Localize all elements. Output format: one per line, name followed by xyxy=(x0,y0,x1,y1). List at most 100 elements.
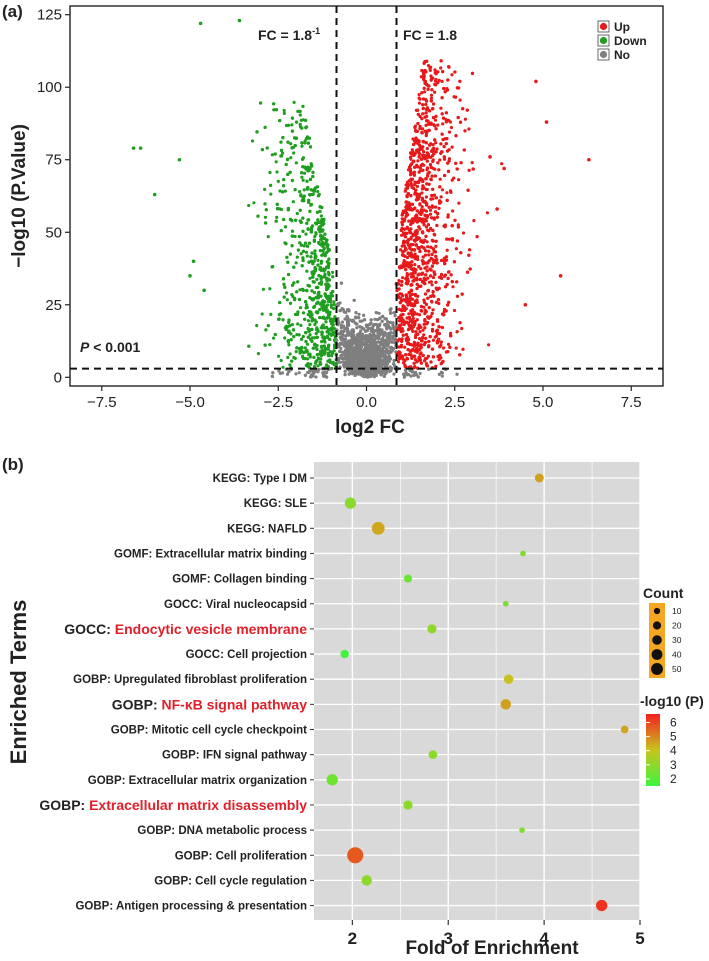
volcano-point xyxy=(432,102,436,106)
volcano-point xyxy=(422,246,426,250)
volcano-point xyxy=(437,168,441,172)
volcano-point xyxy=(327,248,331,252)
volcano-point xyxy=(402,361,406,365)
volcano-point xyxy=(309,362,313,366)
volcano-point xyxy=(389,311,393,315)
volcano-point xyxy=(314,232,318,236)
volcano-point xyxy=(432,249,436,254)
volcano-point xyxy=(387,341,391,345)
volcano-point xyxy=(283,285,287,289)
volcano-point xyxy=(416,375,420,379)
volcano-point xyxy=(299,306,303,310)
volcano-point xyxy=(430,252,434,256)
volcano-point xyxy=(343,348,348,352)
volcano-point xyxy=(285,372,290,376)
volcano-point xyxy=(329,298,333,303)
volcano-point xyxy=(296,248,300,252)
volcano-point xyxy=(446,169,451,173)
volcano-point xyxy=(288,352,292,356)
volcano-point xyxy=(375,318,380,322)
volcano-point xyxy=(419,208,423,212)
volcano-point xyxy=(431,107,435,111)
volcano-point xyxy=(305,269,309,273)
volcano-point xyxy=(270,265,274,269)
volcano-point xyxy=(405,357,409,361)
volcano-point xyxy=(290,116,294,120)
volcano-point xyxy=(309,259,313,263)
volcano-point xyxy=(416,332,420,336)
volcano-point xyxy=(434,72,438,76)
volcano-point xyxy=(424,225,428,229)
volcano-point xyxy=(290,129,294,133)
volcano-point xyxy=(412,207,416,211)
volcano-point xyxy=(424,134,428,138)
volcano-point xyxy=(311,346,315,350)
volcano-point xyxy=(452,260,456,264)
volcano-point xyxy=(421,262,425,266)
volcano-point xyxy=(447,342,451,346)
volcano-point xyxy=(399,248,403,252)
volcano-point xyxy=(415,286,419,291)
volcano-point xyxy=(363,318,367,322)
volcano-point xyxy=(311,298,315,302)
volcano-point xyxy=(426,87,430,91)
volcano-point xyxy=(298,208,302,212)
volcano-point xyxy=(298,125,303,129)
volcano-point xyxy=(298,109,302,113)
volcano-point xyxy=(328,350,332,354)
volcano-point xyxy=(421,184,425,188)
volcano-point xyxy=(343,369,347,373)
volcano-point xyxy=(459,251,463,255)
volcano-point xyxy=(324,347,328,351)
volcano-point xyxy=(407,179,411,183)
volcano-point xyxy=(380,319,384,323)
volcano-point xyxy=(339,346,343,350)
volcano-point xyxy=(447,300,451,304)
volcano-point xyxy=(429,314,433,318)
volcano-point xyxy=(451,209,455,213)
volcano-point xyxy=(320,344,324,348)
volcano-point xyxy=(377,371,381,375)
volcano-point xyxy=(431,308,435,312)
volcano-point xyxy=(405,231,409,235)
volcano-point xyxy=(440,96,444,100)
volcano-point xyxy=(296,310,300,314)
volcano-point xyxy=(311,262,315,266)
volcano-point xyxy=(422,298,426,302)
volcano-point xyxy=(442,86,446,91)
volcano-point xyxy=(286,208,290,212)
volcano-point xyxy=(413,371,418,375)
volcano-point xyxy=(415,220,419,224)
volcano-point xyxy=(446,78,450,82)
volcano-point xyxy=(309,203,313,207)
volcano-point xyxy=(417,356,421,360)
volcano-point xyxy=(332,300,336,304)
volcano-point xyxy=(445,87,449,91)
volcano-point xyxy=(287,329,291,333)
volcano-point xyxy=(412,139,417,143)
volcano-point xyxy=(365,375,369,379)
volcano-point xyxy=(311,280,315,284)
volcano-point xyxy=(417,101,421,105)
volcano-point xyxy=(445,198,449,202)
volcano-point xyxy=(309,188,313,192)
volcano-point xyxy=(436,298,441,302)
volcano-point xyxy=(409,194,413,198)
volcano-point xyxy=(429,280,433,284)
volcano-point xyxy=(441,116,446,120)
volcano-point xyxy=(408,296,412,300)
volcano-point xyxy=(434,150,438,154)
volcano-point xyxy=(279,229,283,233)
volcano-point xyxy=(426,174,430,178)
volcano-point xyxy=(301,256,305,260)
volcano-point xyxy=(435,258,439,262)
volcano-point xyxy=(440,188,445,192)
volcano-point xyxy=(409,303,413,307)
volcano-point xyxy=(410,327,414,331)
volcano-point xyxy=(434,334,439,338)
volcano-point xyxy=(316,285,320,289)
volcano-point xyxy=(422,223,426,227)
volcano-point xyxy=(415,195,419,199)
volcano-point xyxy=(272,336,276,340)
volcano-point xyxy=(422,281,426,285)
